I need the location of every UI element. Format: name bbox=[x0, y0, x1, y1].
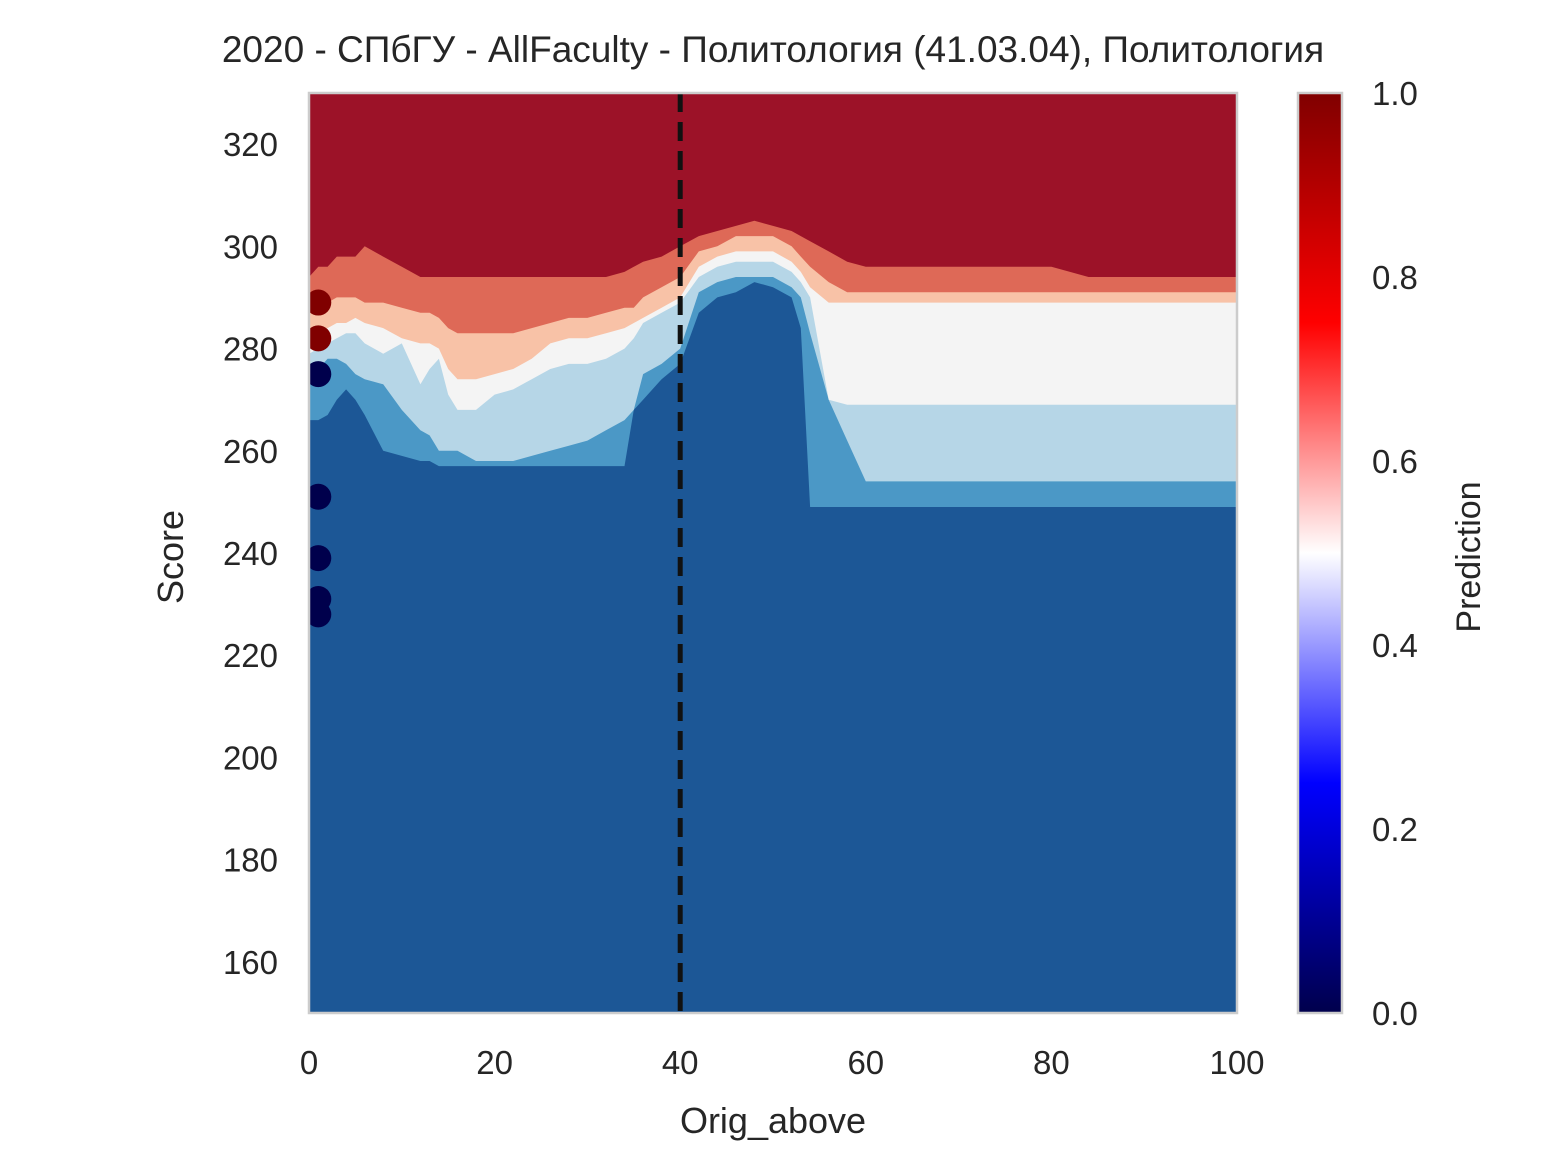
x-axis: 0 20 40 60 80 100 bbox=[300, 1044, 1265, 1081]
y-tick-label: 180 bbox=[223, 842, 278, 879]
plot-frame bbox=[307, 91, 1239, 1015]
colorbar-tick-label: 0.4 bbox=[1372, 627, 1418, 664]
x-axis-label: Orig_above bbox=[680, 1100, 866, 1141]
colorbar: 0.0 0.2 0.4 0.6 0.8 1.0 Prediction bbox=[1296, 75, 1488, 1032]
colorbar-tick-label: 0.8 bbox=[1372, 259, 1418, 296]
y-tick-label: 200 bbox=[223, 739, 278, 776]
y-tick-label: 240 bbox=[223, 535, 278, 572]
y-axis: 160 180 200 220 240 260 280 300 320 bbox=[223, 126, 278, 981]
colorbar-tick-label: 1.0 bbox=[1372, 75, 1418, 112]
data-point-4 bbox=[309, 545, 332, 572]
x-tick-label: 60 bbox=[847, 1044, 884, 1081]
colorbar-tick-label: 0.0 bbox=[1372, 995, 1418, 1032]
plot-area bbox=[309, 93, 1237, 1013]
x-tick-label: 80 bbox=[1033, 1044, 1070, 1081]
colorbar-gradient bbox=[1296, 91, 1344, 1015]
data-point-6 bbox=[309, 601, 332, 628]
contour-band-6 bbox=[309, 93, 1237, 277]
data-point-1 bbox=[309, 325, 332, 352]
y-tick-label: 280 bbox=[223, 331, 278, 368]
data-point-0 bbox=[309, 289, 332, 316]
y-tick-label: 300 bbox=[223, 228, 278, 265]
x-tick-label: 0 bbox=[300, 1044, 318, 1081]
y-tick-label: 160 bbox=[223, 944, 278, 981]
y-tick-label: 320 bbox=[223, 126, 278, 163]
chart-title: 2020 - СПбГУ - AllFaculty - Политология … bbox=[222, 29, 1324, 70]
colorbar-tick-label: 0.6 bbox=[1372, 443, 1418, 480]
x-tick-label: 100 bbox=[1209, 1044, 1264, 1081]
x-tick-label: 40 bbox=[662, 1044, 699, 1081]
data-point-2 bbox=[309, 361, 332, 388]
colorbar-tick-label: 0.2 bbox=[1372, 811, 1418, 848]
colorbar-label: Prediction bbox=[1450, 481, 1488, 632]
y-axis-label: Score bbox=[150, 510, 191, 604]
y-tick-label: 260 bbox=[223, 433, 278, 470]
y-tick-label: 220 bbox=[223, 637, 278, 674]
x-tick-label: 20 bbox=[476, 1044, 513, 1081]
data-point-3 bbox=[309, 483, 332, 510]
